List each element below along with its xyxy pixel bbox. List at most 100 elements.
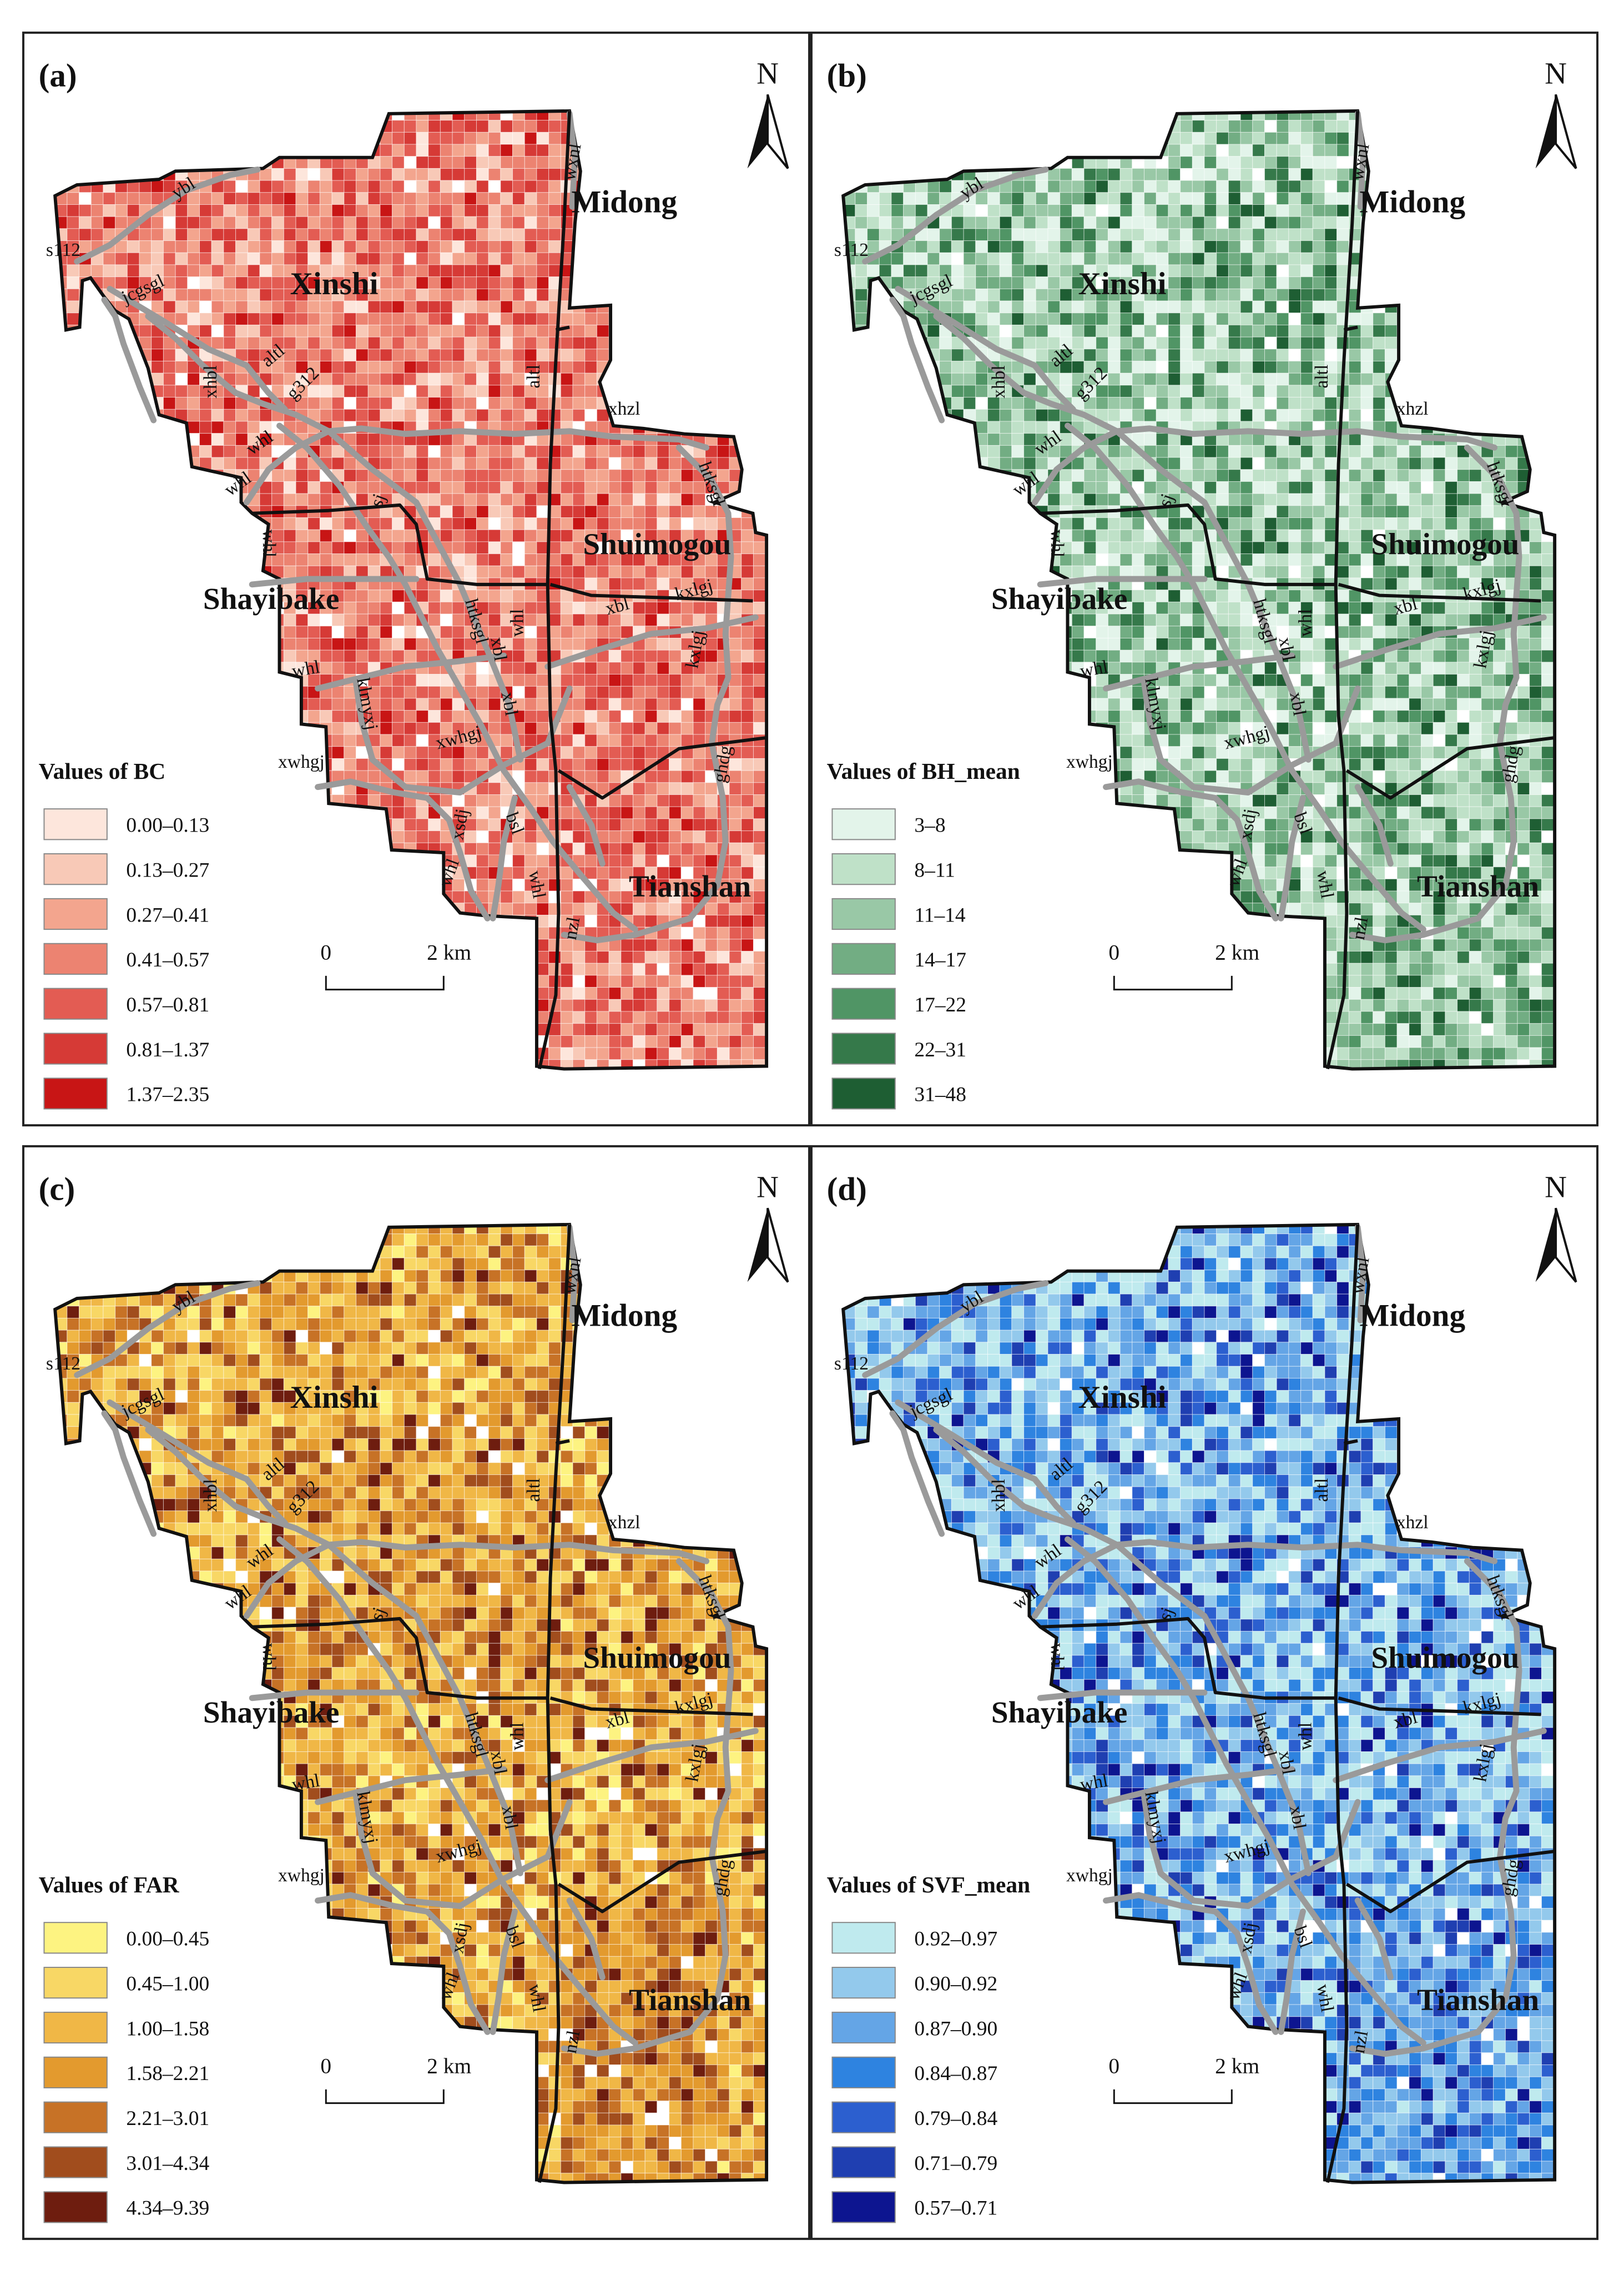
- road-line: [1333, 614, 1547, 670]
- road-label: s112: [46, 240, 80, 260]
- legend-swatch: [43, 2146, 108, 2178]
- district-boundary: [1345, 1850, 1555, 1914]
- legend-swatch: [831, 1077, 896, 1110]
- road-line: [74, 166, 261, 265]
- road-label: whl: [259, 1643, 279, 1671]
- legend-swatch: [831, 1033, 896, 1065]
- district-label-xinshi: Xinshi: [290, 266, 379, 301]
- road-label: nzl: [560, 2029, 584, 2055]
- legend-label: 0.45–1.00: [126, 1972, 209, 1995]
- legend-label: 0.90–0.92: [914, 1972, 997, 1995]
- road-line: [1037, 576, 1208, 588]
- roads: [862, 110, 1547, 944]
- road-label: xbl: [1285, 691, 1310, 718]
- road-line: [1354, 784, 1394, 867]
- legend: Values of BC 0.00–0.13 0.13–0.27 0.27–0.41 0…: [39, 758, 209, 1110]
- road-label: xbl: [497, 691, 522, 718]
- legend-swatch: [43, 898, 108, 930]
- road-label: xhbl: [988, 365, 1009, 399]
- road-label: whl: [1078, 657, 1109, 682]
- road-label: xhbl: [988, 1479, 1009, 1512]
- road-label: whl: [290, 657, 321, 682]
- road-line: [315, 1766, 507, 1805]
- road-label: altl: [1312, 365, 1332, 389]
- district-boundaries: [252, 1224, 767, 2183]
- district-label-midong: Midong: [571, 184, 677, 219]
- panel-d: ybls112jcgsglxhblaltlg312whlwhlsjwhlaltl…: [810, 1145, 1598, 2240]
- road-label: altl: [523, 365, 544, 389]
- road-label: whl: [1313, 1982, 1338, 2013]
- legend-title: Values of BC: [39, 758, 166, 784]
- road-line: [1103, 1766, 1295, 1805]
- road-label: s112: [834, 240, 869, 260]
- legend-swatch: [831, 2191, 896, 2223]
- road-line: [895, 1399, 1076, 1526]
- legend-label: 14–17: [914, 949, 966, 971]
- road-label: whl: [259, 530, 279, 557]
- legend-label: 0.57–0.71: [914, 2197, 997, 2220]
- roads: [862, 1224, 1547, 2057]
- road-line: [101, 1410, 157, 1537]
- road-label: xwhgj: [278, 752, 325, 772]
- road-label: xbl: [1274, 636, 1299, 663]
- road-label: xhzl: [1396, 399, 1429, 419]
- legend-swatch: [43, 853, 108, 885]
- legend: Values of BH_mean 3–8 8–11 11–14 14–17 17–22 2…: [827, 758, 1020, 1110]
- road-label: whl: [1047, 530, 1067, 557]
- district-label-shayibake: Shayibake: [203, 1695, 340, 1729]
- road-label: whl: [1047, 1643, 1067, 1671]
- legend-label: 0.00–0.45: [126, 1928, 209, 1951]
- legend-swatch: [831, 2101, 896, 2133]
- district-label-midong: Midong: [1359, 1298, 1465, 1333]
- district-label-shuimogou: Shuimogou: [1371, 527, 1519, 561]
- district-boundary: [555, 325, 570, 332]
- city-outline: [53, 109, 769, 1071]
- legend-label: 0.87–0.90: [914, 2017, 997, 2040]
- legend-swatch: [43, 943, 108, 975]
- district-boundary: [555, 1439, 570, 1446]
- road-line: [1065, 1536, 1426, 2046]
- district-label-shayibake: Shayibake: [991, 582, 1128, 616]
- legend-swatch: [43, 1033, 108, 1065]
- road-line: [1103, 1892, 1279, 2035]
- district-boundary: [1343, 325, 1358, 332]
- road-label: xbl: [1274, 1749, 1299, 1776]
- district-boundary: [549, 1696, 753, 1716]
- road-label: xhbl: [200, 1479, 221, 1512]
- district-label-tianshan: Tianshan: [629, 869, 751, 903]
- legend-swatch: [43, 2191, 108, 2223]
- legend-label: 0.92–0.97: [914, 1928, 997, 1951]
- district-label-shuimogou: Shuimogou: [583, 527, 731, 561]
- road-line: [1065, 422, 1426, 933]
- district-label-shuimogou: Shuimogou: [583, 1641, 731, 1675]
- district-label-xinshi: Xinshi: [1078, 266, 1167, 301]
- legend-label: 0.27–0.41: [126, 904, 209, 926]
- road-label: xhzl: [608, 399, 640, 419]
- district-boundary: [1338, 1696, 1541, 1716]
- road-line: [249, 1689, 420, 1701]
- legend-label: 0.71–0.79: [914, 2152, 997, 2175]
- legend-swatch: [43, 2011, 108, 2044]
- legend-label: 3–8: [914, 814, 945, 837]
- legend-swatch: [831, 898, 896, 930]
- road-line: [1354, 1224, 1366, 1323]
- legend-swatch: [831, 808, 896, 840]
- road-label: xbl: [486, 636, 511, 663]
- road-label: xbl: [1285, 1804, 1310, 1831]
- city-outline: [841, 109, 1557, 1071]
- road-line: [107, 1399, 288, 1526]
- road-line: [1354, 110, 1366, 210]
- road-label: xhzl: [608, 1512, 640, 1533]
- road-label: nzl: [1348, 2029, 1373, 2055]
- road-label: whl: [1078, 1770, 1109, 1795]
- legend-label: 8–11: [914, 859, 955, 882]
- road-line: [276, 422, 638, 933]
- road-line: [1141, 1793, 1361, 1910]
- district-label-tianshan: Tianshan: [1417, 1983, 1539, 2017]
- roads: [74, 110, 759, 944]
- legend-label: 11–14: [914, 904, 966, 926]
- legend-swatch: [831, 2011, 896, 2044]
- legend-swatch: [43, 2101, 108, 2133]
